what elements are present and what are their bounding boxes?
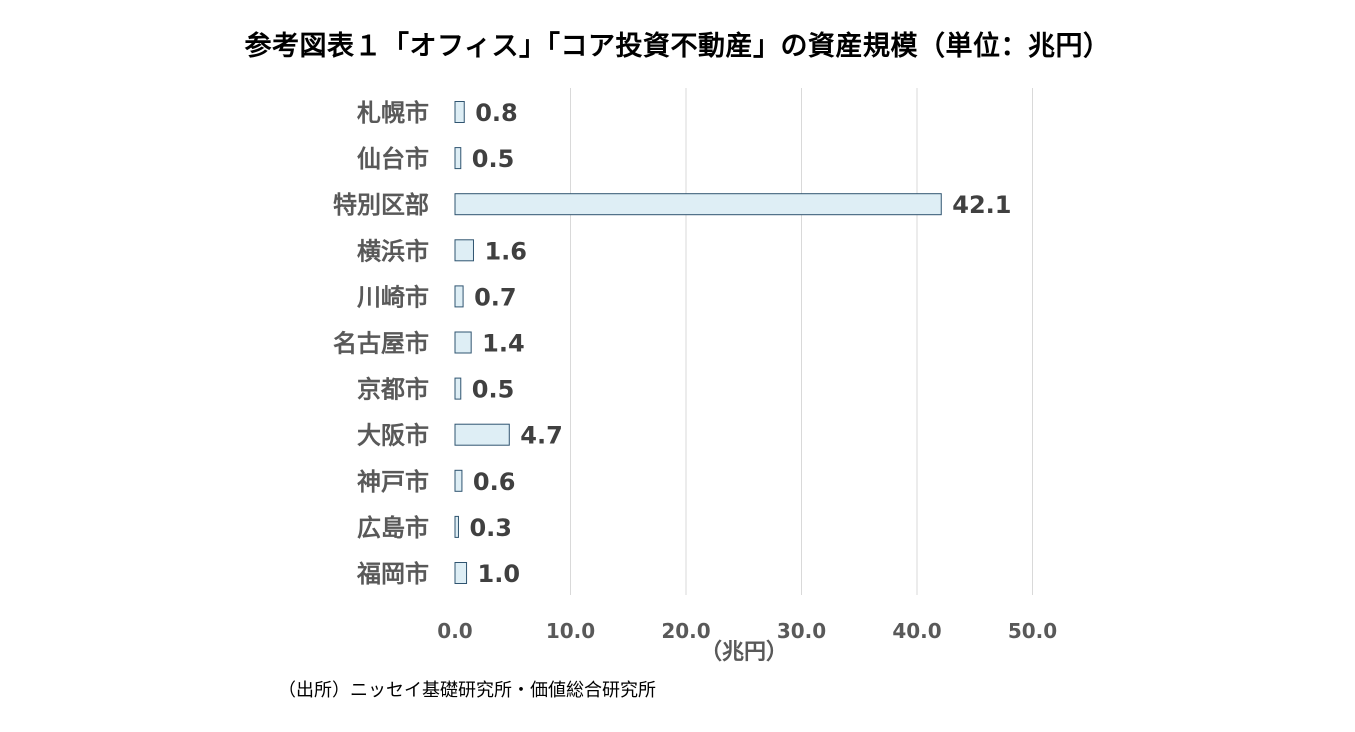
category-label: 大阪市 [357, 422, 429, 450]
category-label: 名古屋市 [333, 330, 429, 358]
bar [454, 239, 474, 262]
category-label: 川崎市 [357, 283, 429, 311]
x-tick-labels: 0.0 10.0 20.0 30.0 40.0 50.0 [437, 619, 1057, 643]
value-label: 1.4 [482, 330, 525, 358]
source-note: （出所）ニッセイ基礎研究所・価値総合研究所 [278, 680, 656, 701]
bar [454, 562, 468, 584]
bar [454, 515, 459, 538]
x-tick-label: 20.0 [661, 619, 710, 643]
value-label: 1.6 [484, 237, 527, 265]
bar [454, 147, 462, 170]
bars [454, 101, 942, 584]
value-label: 0.7 [474, 283, 517, 311]
value-label: 1.0 [478, 560, 521, 588]
value-label: 42.1 [952, 191, 1011, 219]
value-label: 0.8 [475, 99, 518, 127]
category-label: 特別区部 [333, 191, 429, 219]
category-label: 京都市 [357, 376, 429, 404]
x-axis-unit-label: （兆円） [700, 640, 789, 665]
category-label: 神戸市 [357, 468, 429, 496]
category-label: 横浜市 [357, 237, 429, 265]
bar [454, 469, 463, 492]
bar [454, 101, 465, 123]
category-label: 福岡市 [356, 560, 429, 588]
x-tick-label: 40.0 [892, 619, 941, 643]
value-label: 0.6 [473, 468, 516, 496]
category-label: 仙台市 [357, 145, 429, 173]
value-labels: 0.80.542.11.60.71.40.54.70.60.31.0 [469, 99, 1011, 588]
bar [454, 285, 464, 308]
gridlines [570, 88, 1033, 595]
category-label: 札幌市 [356, 99, 429, 127]
bar [454, 331, 472, 354]
chart-title: 参考図表１「オフィス」「コア投資不動産」の資産規模（単位：兆円） [244, 31, 1111, 62]
x-tick-label: 0.0 [437, 619, 472, 643]
x-tick-label: 50.0 [1008, 619, 1057, 643]
value-label: 0.5 [472, 376, 515, 404]
x-tick-label: 30.0 [777, 619, 826, 643]
bar [454, 377, 462, 400]
bar [454, 423, 510, 446]
value-label: 0.3 [469, 514, 512, 542]
bar [454, 193, 942, 216]
category-label: 広島市 [357, 514, 429, 542]
x-tick-label: 10.0 [546, 619, 595, 643]
value-label: 0.5 [472, 145, 515, 173]
value-label: 4.7 [520, 422, 563, 450]
